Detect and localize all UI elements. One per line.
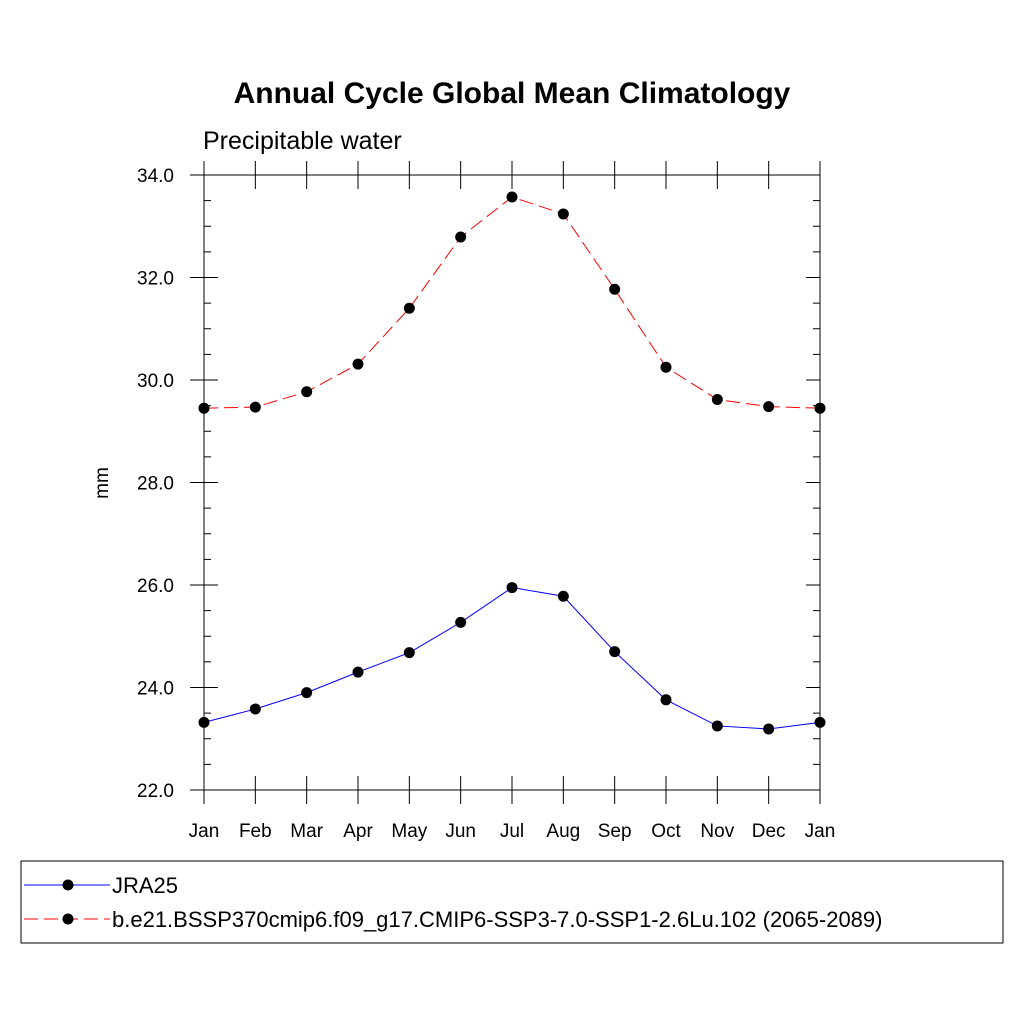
series-1-point <box>711 720 723 732</box>
series-2-point <box>249 401 261 413</box>
y-tick-label: 30.0 <box>137 371 174 392</box>
series-1-point <box>763 723 775 735</box>
y-tick-label: 24.0 <box>137 679 174 700</box>
x-tick-label: Aug <box>546 821 580 842</box>
legend-marker-2 <box>62 913 74 925</box>
series-1-point <box>301 687 313 699</box>
legend-label-2: b.e21.BSSP370cmip6.f09_g17.CMIP6-SSP3-7.… <box>112 907 882 932</box>
series-2-point <box>301 386 313 398</box>
series-1-point <box>352 666 364 678</box>
series-1-point <box>557 590 569 602</box>
series-2-point <box>711 393 723 405</box>
x-tick-label: Jun <box>445 821 476 842</box>
series-2-point <box>352 358 364 370</box>
y-tick-label: 22.0 <box>137 781 174 802</box>
series-2-point <box>609 283 621 295</box>
legend-label-1: JRA25 <box>112 873 178 898</box>
chart-title: Annual Cycle Global Mean Climatology <box>234 77 791 110</box>
series-2-point <box>506 191 518 203</box>
legend-box <box>20 860 1004 944</box>
series-1-point <box>198 716 210 728</box>
x-tick-label: Apr <box>343 821 373 842</box>
x-tick-label: Dec <box>752 821 786 842</box>
series-2-point <box>557 208 569 220</box>
legend-marker-1 <box>62 879 74 891</box>
series-2-point <box>198 402 210 414</box>
series-line-1 <box>203 587 821 730</box>
x-tick-label: Nov <box>700 821 734 842</box>
legend: JRA25 b.e21.BSSP370cmip6.f09_g17.CMIP6-SS… <box>20 860 1004 944</box>
x-tick-label: Jan <box>189 821 220 842</box>
x-tick-label: Sep <box>598 821 632 842</box>
series-1-point <box>660 694 672 706</box>
x-tick-label: Feb <box>239 821 272 842</box>
x-tick-label: Mar <box>290 821 323 842</box>
x-tick-label: Jan <box>805 821 836 842</box>
plot-frame <box>203 174 821 791</box>
series-1-point <box>249 703 261 715</box>
series-2-point <box>455 231 467 243</box>
series-1-point <box>455 616 467 628</box>
series-1-point <box>814 716 826 728</box>
chart-subtitle: Precipitable water <box>203 127 402 155</box>
series-2-point <box>660 361 672 373</box>
y-tick-label: 34.0 <box>137 166 174 187</box>
series-2-point <box>403 302 415 314</box>
y-tick-label: 26.0 <box>137 576 174 597</box>
series-2-point <box>814 402 826 414</box>
series-1-point <box>506 582 518 594</box>
plot-area: 22.0 24.0 26.0 28.0 30.0 32.0 34.0 Jan Feb Mar Apr… <box>137 161 835 842</box>
x-tick-label: Oct <box>651 821 681 842</box>
x-tick-label: Jul <box>500 821 524 842</box>
x-tick-label: May <box>391 821 427 842</box>
series-1-point <box>403 647 415 659</box>
y-axis-label: mm <box>92 467 113 499</box>
series-1-point <box>609 646 621 658</box>
series-2-point <box>763 401 775 413</box>
y-tick-label: 32.0 <box>137 269 174 290</box>
y-tick-label: 28.0 <box>137 474 174 495</box>
series-line-2 <box>203 196 821 409</box>
